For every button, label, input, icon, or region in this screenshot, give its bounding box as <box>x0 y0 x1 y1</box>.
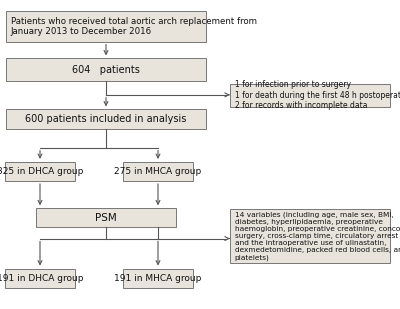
Text: 191 in DHCA group: 191 in DHCA group <box>0 273 83 283</box>
FancyBboxPatch shape <box>5 269 75 288</box>
Text: 275 in MHCA group: 275 in MHCA group <box>114 167 202 176</box>
Text: 1 for infection prior to surgery
1 for death during the first 48 h postoperative: 1 for infection prior to surgery 1 for d… <box>235 80 400 110</box>
FancyBboxPatch shape <box>123 269 193 288</box>
FancyBboxPatch shape <box>6 58 206 81</box>
FancyBboxPatch shape <box>6 109 206 129</box>
FancyBboxPatch shape <box>6 11 206 42</box>
Text: 325 in DHCA group: 325 in DHCA group <box>0 167 83 176</box>
FancyBboxPatch shape <box>123 162 193 181</box>
Text: 191 in MHCA group: 191 in MHCA group <box>114 273 202 283</box>
FancyBboxPatch shape <box>230 210 390 263</box>
Text: 604   patients: 604 patients <box>72 65 140 74</box>
Text: Patients who received total aortic arch replacement from
January 2013 to Decembe: Patients who received total aortic arch … <box>11 17 257 36</box>
FancyBboxPatch shape <box>36 208 176 227</box>
FancyBboxPatch shape <box>230 84 390 107</box>
Text: PSM: PSM <box>95 213 117 223</box>
FancyBboxPatch shape <box>5 162 75 181</box>
Text: 14 variables (including age, male sex, BMI,
diabetes, hyperlipidaemia, preoperat: 14 variables (including age, male sex, B… <box>235 212 400 261</box>
Text: 600 patients included in analysis: 600 patients included in analysis <box>25 114 187 124</box>
